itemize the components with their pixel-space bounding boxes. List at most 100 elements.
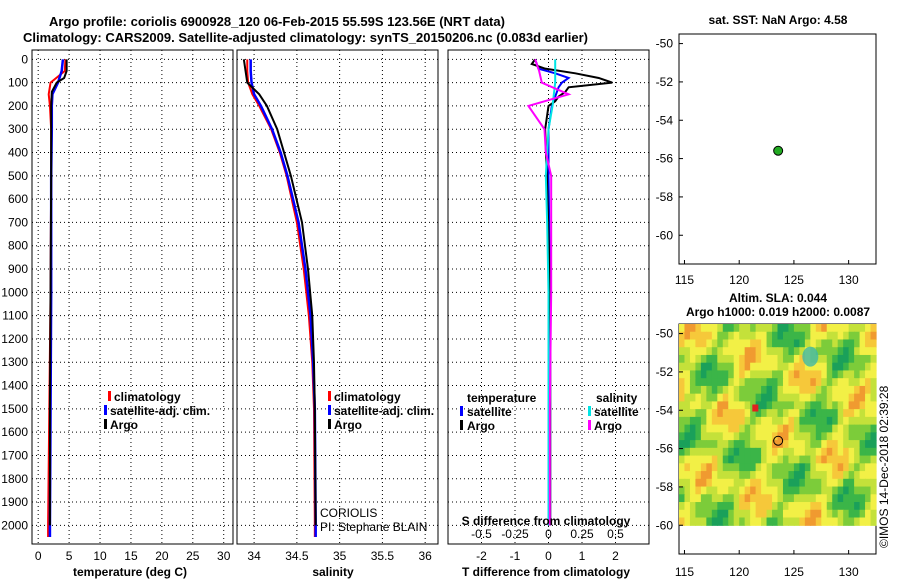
sla-cell <box>750 409 757 418</box>
depth-tick-label: 1400 <box>1 379 28 393</box>
sla-cell <box>815 324 822 333</box>
sla-cell <box>722 324 729 333</box>
sla-cell <box>826 393 833 403</box>
sla-cell <box>843 424 850 433</box>
sla-cell <box>854 324 861 333</box>
sla-cell <box>810 424 817 433</box>
series-line-argo <box>242 59 317 526</box>
sla-cell <box>826 378 833 387</box>
sla-cell <box>799 339 806 348</box>
sla-cell <box>804 440 811 449</box>
sla-map-title: Altim. SLA: 0.044 <box>729 291 827 305</box>
sla-cell <box>761 378 768 387</box>
sla-cell <box>821 378 828 387</box>
sla-cell <box>772 370 779 379</box>
sla-cell <box>815 424 822 433</box>
sla-cell <box>793 324 800 333</box>
sla-cell <box>870 354 877 364</box>
sla-cell <box>695 416 702 426</box>
sla-cell <box>793 440 800 449</box>
sla-cell <box>854 378 861 387</box>
sla-cell <box>766 478 773 488</box>
sla-cell <box>848 409 855 418</box>
sla-cell <box>804 393 811 403</box>
sla-cell <box>854 362 861 372</box>
sla-cell <box>832 471 839 480</box>
sla-cell <box>744 331 751 341</box>
sla-cell <box>679 455 686 464</box>
sla-cell <box>679 416 686 426</box>
sla-cell <box>733 494 740 503</box>
sla-cell <box>733 517 740 526</box>
sla-cell <box>695 339 702 348</box>
sla-cell <box>810 362 817 372</box>
sla-cell <box>870 331 877 341</box>
sla-cell <box>815 455 822 464</box>
sla-cell <box>755 486 762 495</box>
sla-cell <box>832 455 839 464</box>
sla-cell <box>772 517 779 526</box>
sla-cell <box>684 502 691 511</box>
sla-cell <box>848 471 855 480</box>
sla-cell <box>728 409 735 418</box>
sla-cell <box>679 401 686 410</box>
sla-cell <box>788 478 795 488</box>
sla-cell <box>739 432 746 441</box>
sla-cell <box>810 463 817 472</box>
sla-cell <box>728 471 735 480</box>
sla-cell <box>777 331 784 341</box>
sla-cell <box>706 517 713 526</box>
map-x-tick-label: 125 <box>784 565 804 579</box>
sla-cell <box>755 339 762 348</box>
sla-cell <box>804 331 811 341</box>
x2-tick-label: 0 <box>545 527 552 541</box>
sla-cell <box>711 385 718 395</box>
sla-cell <box>826 455 833 464</box>
sla-cell <box>717 331 724 341</box>
sla-heatmap <box>679 324 877 526</box>
sla-cell <box>821 502 828 511</box>
sla-cell <box>832 502 839 511</box>
sla-cell <box>772 354 779 364</box>
sla-cell <box>777 362 784 372</box>
x2-tick-label: 0.5 <box>607 527 624 541</box>
grid-layer <box>32 50 649 544</box>
legend-swatch-climatology <box>108 391 111 401</box>
sla-cell <box>717 362 724 372</box>
sla-cell <box>706 324 713 333</box>
sla-cell <box>717 447 724 457</box>
sla-cell <box>782 471 790 480</box>
sla-cell <box>799 362 806 372</box>
sla-cell <box>826 494 833 503</box>
sla-cell <box>777 509 784 519</box>
sla-cell <box>870 424 877 433</box>
sla-cell <box>854 486 861 495</box>
map-x-tick-label: 130 <box>839 273 859 287</box>
sla-cell <box>859 486 866 495</box>
sla-cell <box>755 331 762 341</box>
sla-cell <box>761 401 768 410</box>
x-tick-label: 0 <box>545 549 552 563</box>
sla-cell <box>772 385 779 395</box>
sla-cell <box>837 471 844 480</box>
sla-cell <box>695 463 702 472</box>
sla-cell <box>739 517 746 526</box>
sla-cell <box>832 393 839 403</box>
sla-cell <box>684 385 691 395</box>
sla-cell <box>793 354 800 364</box>
sla-cell <box>793 463 800 472</box>
sla-cell <box>804 455 811 464</box>
sla-cell <box>722 362 729 372</box>
sla-cell <box>848 416 855 426</box>
sla-cell <box>695 409 702 418</box>
sla-cell <box>799 471 806 480</box>
sla-cell <box>837 393 844 403</box>
sla-cell <box>837 502 844 511</box>
depth-tick-label: 900 <box>8 262 28 276</box>
sla-cell <box>706 509 713 519</box>
sla-cell <box>761 440 768 449</box>
sla-cell <box>799 440 806 449</box>
sla-cell <box>870 385 877 395</box>
sla-cell <box>679 502 686 511</box>
sla-cell <box>865 447 872 457</box>
